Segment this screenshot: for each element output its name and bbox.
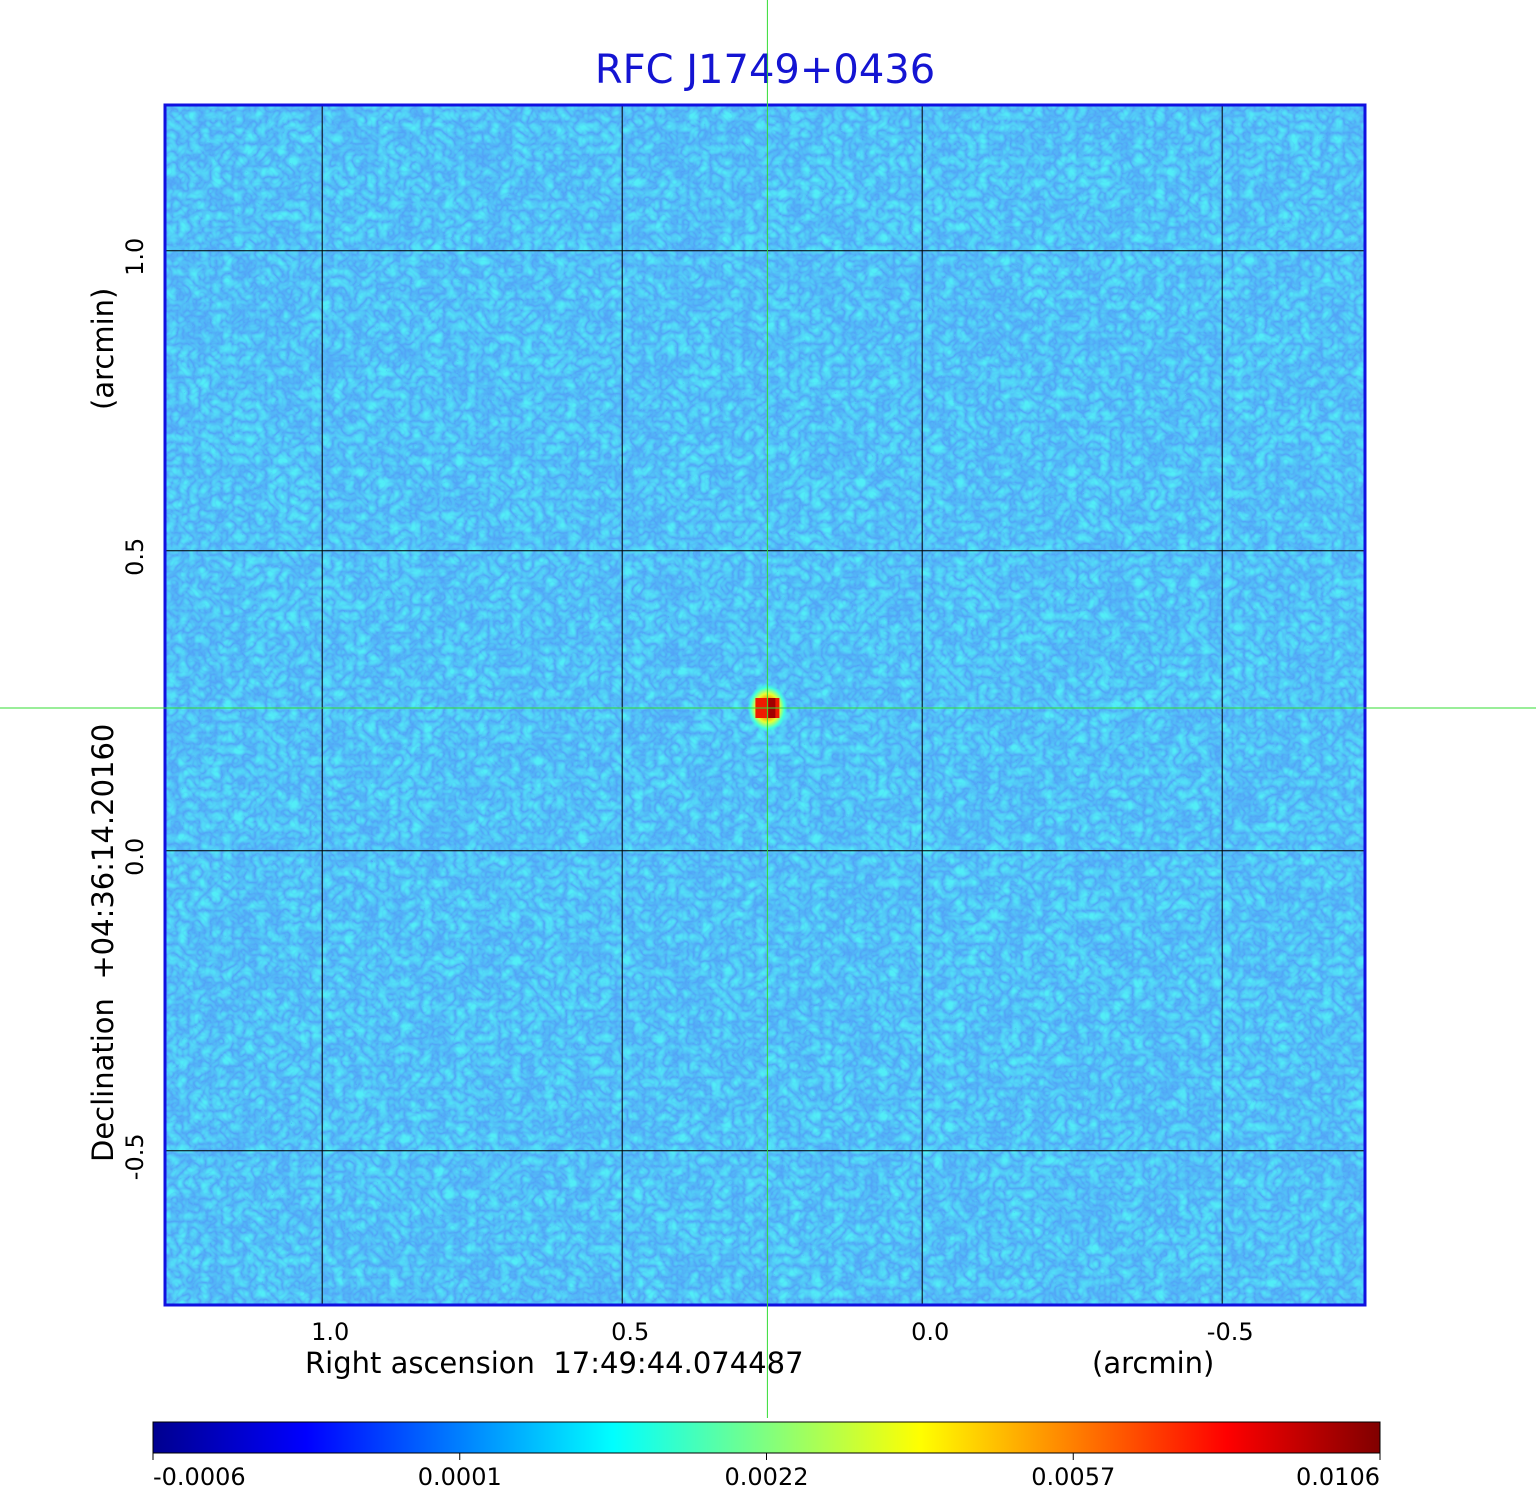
y-tick-label: -0.5 [121, 1133, 149, 1180]
x-tick-label: 0.5 [611, 1318, 649, 1346]
x-tick-label: 1.0 [311, 1318, 349, 1346]
plot-border [163, 103, 1367, 1307]
colorbar-tick-label: 0.0106 [1296, 1463, 1380, 1491]
colorbar-tick-label: -0.0006 [153, 1463, 246, 1491]
x-axis-label: Right ascension 17:49:44.074487 [305, 1346, 804, 1380]
colorbar-tick-label: 0.0057 [1031, 1463, 1115, 1491]
colorbar [152, 1421, 1381, 1454]
chart-title: RFC J1749+0436 [595, 47, 935, 93]
x-tick-label: 0.0 [911, 1318, 949, 1346]
y-axis-label: Declination +04:36:14.20160 [86, 724, 120, 1162]
y-tick-label: 0.5 [121, 538, 149, 576]
y-tick-label: 0.0 [121, 838, 149, 876]
colorbar-tick-label: 0.0022 [725, 1463, 809, 1491]
x-axis-unit: (arcmin) [1092, 1346, 1214, 1380]
colorbar-tick-label: 0.0001 [418, 1463, 502, 1491]
x-tick-label: -0.5 [1207, 1318, 1254, 1346]
y-axis-unit: (arcmin) [86, 288, 120, 410]
y-tick-label: 1.0 [121, 238, 149, 276]
